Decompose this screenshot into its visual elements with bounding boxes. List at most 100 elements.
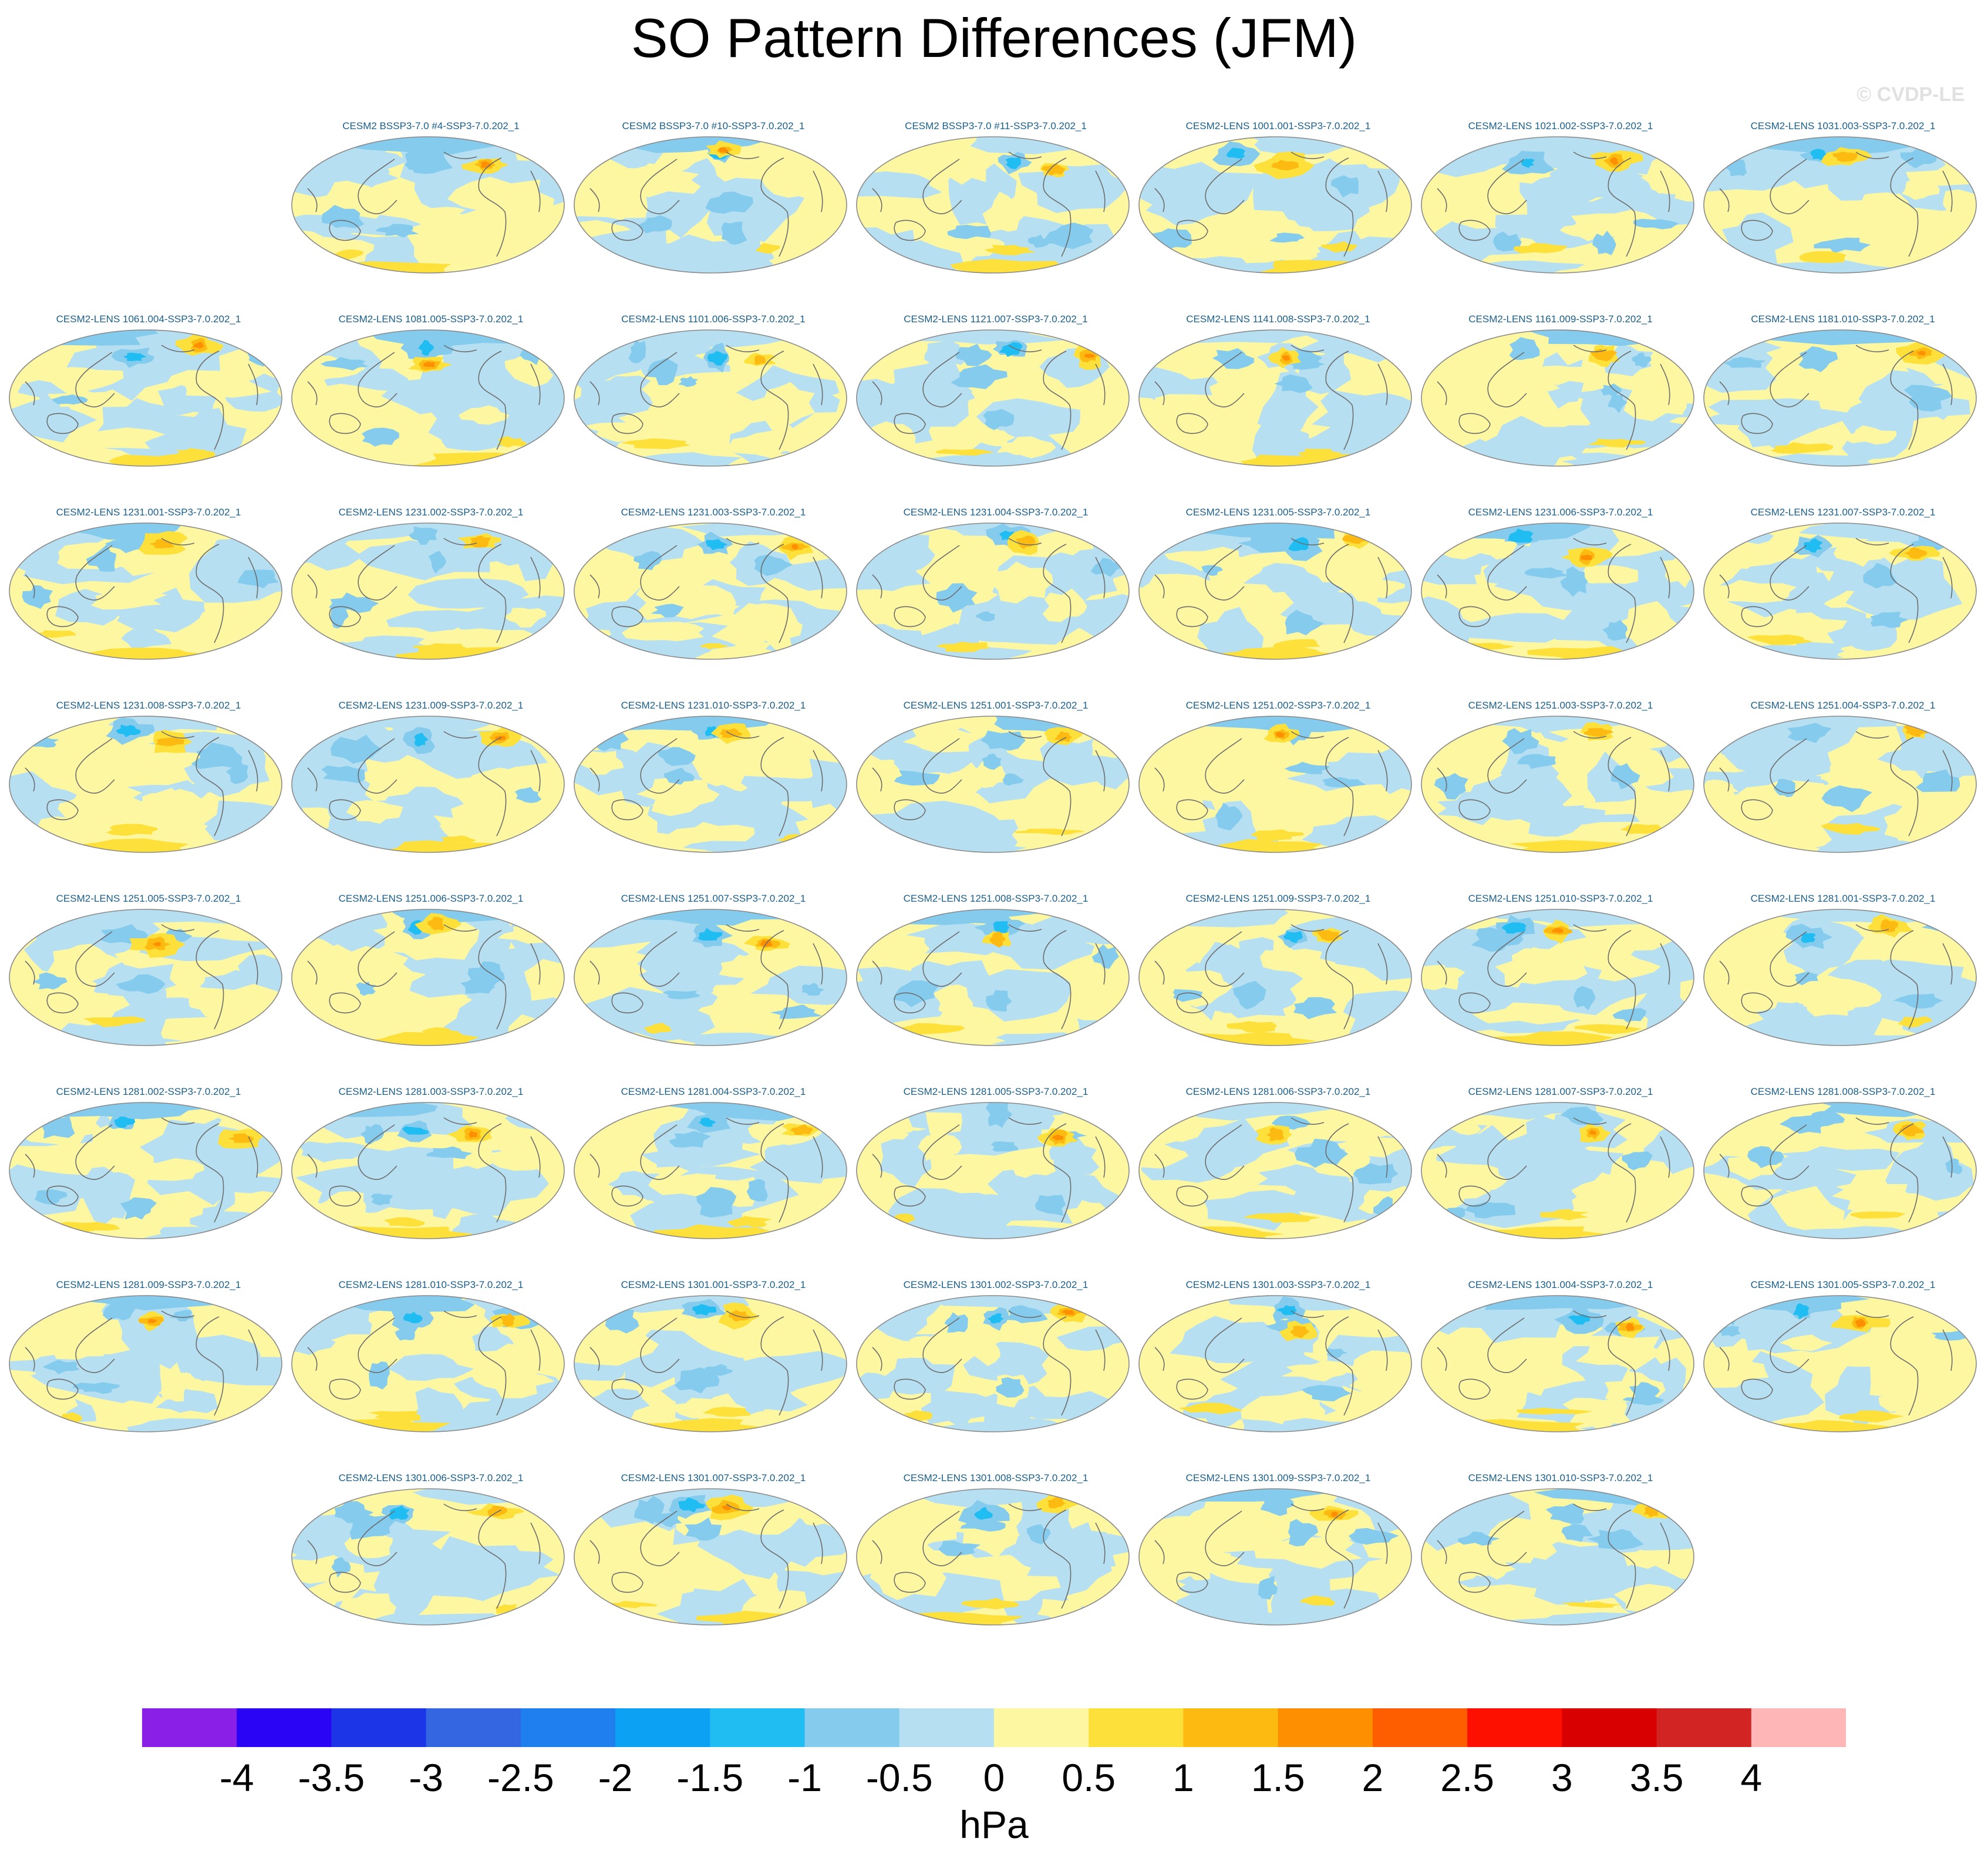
map-panel: CESM2-LENS 1141.008-SSP3-7.0.202_1 bbox=[1137, 313, 1419, 507]
global-anomaly-map bbox=[856, 909, 1130, 1046]
colorbar-tick-label: -2 bbox=[598, 1756, 633, 1799]
map-panel-title: CESM2-LENS 1301.002-SSP3-7.0.202_1 bbox=[903, 1279, 1089, 1290]
global-anomaly-map bbox=[1703, 522, 1977, 660]
colorbar-tick-label: -1 bbox=[787, 1756, 822, 1799]
global-anomaly-map bbox=[1421, 329, 1694, 467]
map-panel-title: CESM2-LENS 1301.009-SSP3-7.0.202_1 bbox=[1185, 1472, 1371, 1483]
map-panel-title: CESM2-LENS 1231.008-SSP3-7.0.202_1 bbox=[56, 700, 241, 711]
colorbar-swatch bbox=[804, 1708, 900, 1747]
map-panel-title: CESM2-LENS 1251.008-SSP3-7.0.202_1 bbox=[903, 893, 1089, 904]
map-panel: CESM2-LENS 1231.010-SSP3-7.0.202_1 bbox=[572, 700, 854, 893]
map-panel: CESM2-LENS 1301.003-SSP3-7.0.202_1 bbox=[1137, 1279, 1419, 1473]
map-panel-title: CESM2-LENS 1301.003-SSP3-7.0.202_1 bbox=[1185, 1279, 1371, 1290]
map-panel: CESM2-LENS 1161.009-SSP3-7.0.202_1 bbox=[1420, 313, 1701, 507]
global-anomaly-map bbox=[856, 1295, 1130, 1432]
colorbar bbox=[142, 1708, 1846, 1747]
map-panel-title: CESM2-LENS 1301.001-SSP3-7.0.202_1 bbox=[621, 1279, 806, 1290]
map-panel-title: CESM2-LENS 1301.010-SSP3-7.0.202_1 bbox=[1468, 1472, 1653, 1483]
map-panel: CESM2-LENS 1181.010-SSP3-7.0.202_1 bbox=[1702, 313, 1984, 507]
colorbar-swatch bbox=[1562, 1708, 1657, 1747]
map-panel-title: CESM2-LENS 1301.008-SSP3-7.0.202_1 bbox=[903, 1472, 1089, 1483]
global-anomaly-map bbox=[574, 909, 847, 1046]
colorbar-swatch bbox=[331, 1708, 427, 1747]
map-panel: CESM2-LENS 1301.002-SSP3-7.0.202_1 bbox=[855, 1279, 1137, 1473]
global-anomaly-map bbox=[291, 716, 565, 853]
global-anomaly-map bbox=[1138, 1488, 1412, 1626]
global-anomaly-map bbox=[1703, 1102, 1977, 1239]
watermark: © CVDP-LE bbox=[1856, 83, 1965, 106]
global-anomaly-map bbox=[1138, 522, 1412, 660]
global-anomaly-map bbox=[291, 522, 565, 660]
map-panel: CESM2-LENS 1251.003-SSP3-7.0.202_1 bbox=[1420, 700, 1701, 893]
global-anomaly-map bbox=[856, 1488, 1130, 1626]
global-anomaly-map bbox=[9, 329, 282, 467]
map-panel: CESM2-LENS 1281.007-SSP3-7.0.202_1 bbox=[1420, 1086, 1701, 1280]
map-panel-title: CESM2-LENS 1281.009-SSP3-7.0.202_1 bbox=[56, 1279, 241, 1290]
global-anomaly-map bbox=[9, 716, 282, 853]
map-panel: CESM2-LENS 1231.001-SSP3-7.0.202_1 bbox=[8, 507, 289, 700]
map-panel: CESM2-LENS 1251.002-SSP3-7.0.202_1 bbox=[1137, 700, 1419, 893]
global-anomaly-map bbox=[1421, 909, 1694, 1046]
map-panel-title: CESM2-LENS 1251.005-SSP3-7.0.202_1 bbox=[56, 893, 241, 904]
global-anomaly-map bbox=[1421, 1102, 1694, 1239]
colorbar-tick-label: -0.5 bbox=[865, 1756, 933, 1799]
colorbar-tick-label: -3 bbox=[409, 1756, 444, 1799]
map-panel-title: CESM2-LENS 1281.004-SSP3-7.0.202_1 bbox=[621, 1086, 806, 1097]
global-anomaly-map bbox=[291, 1488, 565, 1626]
map-panel-title: CESM2-LENS 1001.001-SSP3-7.0.202_1 bbox=[1185, 120, 1371, 131]
colorbar-swatch bbox=[237, 1708, 332, 1747]
map-panel-title: CESM2-LENS 1231.006-SSP3-7.0.202_1 bbox=[1468, 507, 1653, 518]
global-anomaly-map bbox=[1703, 716, 1977, 853]
map-panel: CESM2 BSSP3-7.0 #10-SSP3-7.0.202_1 bbox=[572, 120, 854, 314]
colorbar-swatch bbox=[426, 1708, 521, 1747]
map-panel: CESM2-LENS 1231.007-SSP3-7.0.202_1 bbox=[1702, 507, 1984, 700]
map-panel: CESM2-LENS 1281.005-SSP3-7.0.202_1 bbox=[855, 1086, 1137, 1280]
map-panel-title: CESM2-LENS 1081.005-SSP3-7.0.202_1 bbox=[338, 313, 524, 325]
global-anomaly-map bbox=[9, 1102, 282, 1239]
map-panel: CESM2-LENS 1301.001-SSP3-7.0.202_1 bbox=[572, 1279, 854, 1473]
map-panel: CESM2-LENS 1251.001-SSP3-7.0.202_1 bbox=[855, 700, 1137, 893]
global-anomaly-map bbox=[1421, 522, 1694, 660]
map-panel: CESM2-LENS 1061.004-SSP3-7.0.202_1 bbox=[8, 313, 289, 507]
global-anomaly-map bbox=[291, 1295, 565, 1432]
map-panel-title: CESM2-LENS 1121.007-SSP3-7.0.202_1 bbox=[904, 313, 1088, 325]
colorbar-tick-label: 2 bbox=[1362, 1756, 1384, 1799]
global-anomaly-map bbox=[1703, 329, 1977, 467]
colorbar-swatch bbox=[994, 1708, 1089, 1747]
map-panel: CESM2-LENS 1251.008-SSP3-7.0.202_1 bbox=[855, 893, 1137, 1087]
map-panel: CESM2-LENS 1301.009-SSP3-7.0.202_1 bbox=[1137, 1472, 1419, 1666]
map-panel-title: CESM2-LENS 1231.001-SSP3-7.0.202_1 bbox=[56, 507, 241, 518]
map-panel-title: CESM2-LENS 1181.010-SSP3-7.0.202_1 bbox=[1751, 313, 1935, 325]
map-panel-title: CESM2-LENS 1161.009-SSP3-7.0.202_1 bbox=[1468, 313, 1653, 325]
map-panel: CESM2-LENS 1231.008-SSP3-7.0.202_1 bbox=[8, 700, 289, 893]
colorbar-tick-label: 4 bbox=[1740, 1756, 1763, 1799]
map-panel-title: CESM2-LENS 1281.007-SSP3-7.0.202_1 bbox=[1468, 1086, 1653, 1097]
map-panel: CESM2-LENS 1301.007-SSP3-7.0.202_1 bbox=[572, 1472, 854, 1666]
colorbar-swatch bbox=[1656, 1708, 1752, 1747]
global-anomaly-map bbox=[1138, 136, 1412, 274]
map-panel-title: CESM2-LENS 1251.006-SSP3-7.0.202_1 bbox=[338, 893, 524, 904]
global-anomaly-map bbox=[1138, 329, 1412, 467]
global-anomaly-map bbox=[574, 1295, 847, 1432]
global-anomaly-map bbox=[291, 909, 565, 1046]
colorbar-swatch bbox=[899, 1708, 995, 1747]
global-anomaly-map bbox=[574, 1488, 847, 1626]
global-anomaly-map bbox=[1138, 716, 1412, 853]
global-anomaly-map bbox=[856, 1102, 1130, 1239]
global-anomaly-map bbox=[1138, 909, 1412, 1046]
map-panel-title: CESM2-LENS 1231.005-SSP3-7.0.202_1 bbox=[1185, 507, 1371, 518]
map-panel-title: CESM2-LENS 1231.003-SSP3-7.0.202_1 bbox=[621, 507, 806, 518]
global-anomaly-map bbox=[9, 522, 282, 660]
colorbar-swatch bbox=[1278, 1708, 1373, 1747]
colorbar-tick-label: 0.5 bbox=[1062, 1756, 1116, 1799]
map-panel: CESM2-LENS 1231.003-SSP3-7.0.202_1 bbox=[572, 507, 854, 700]
global-anomaly-map bbox=[574, 1102, 847, 1239]
colorbar-tick-label: 3 bbox=[1551, 1756, 1573, 1799]
map-panel: CESM2 BSSP3-7.0 #4-SSP3-7.0.202_1 bbox=[290, 120, 572, 314]
map-panel-title: CESM2-LENS 1061.004-SSP3-7.0.202_1 bbox=[56, 313, 241, 325]
map-panel: CESM2-LENS 1231.002-SSP3-7.0.202_1 bbox=[290, 507, 572, 700]
colorbar-tick-label: 1 bbox=[1172, 1756, 1194, 1799]
map-panel: CESM2-LENS 1251.004-SSP3-7.0.202_1 bbox=[1702, 700, 1984, 893]
global-anomaly-map bbox=[291, 136, 565, 274]
map-panel: CESM2-LENS 1031.003-SSP3-7.0.202_1 bbox=[1702, 120, 1984, 314]
